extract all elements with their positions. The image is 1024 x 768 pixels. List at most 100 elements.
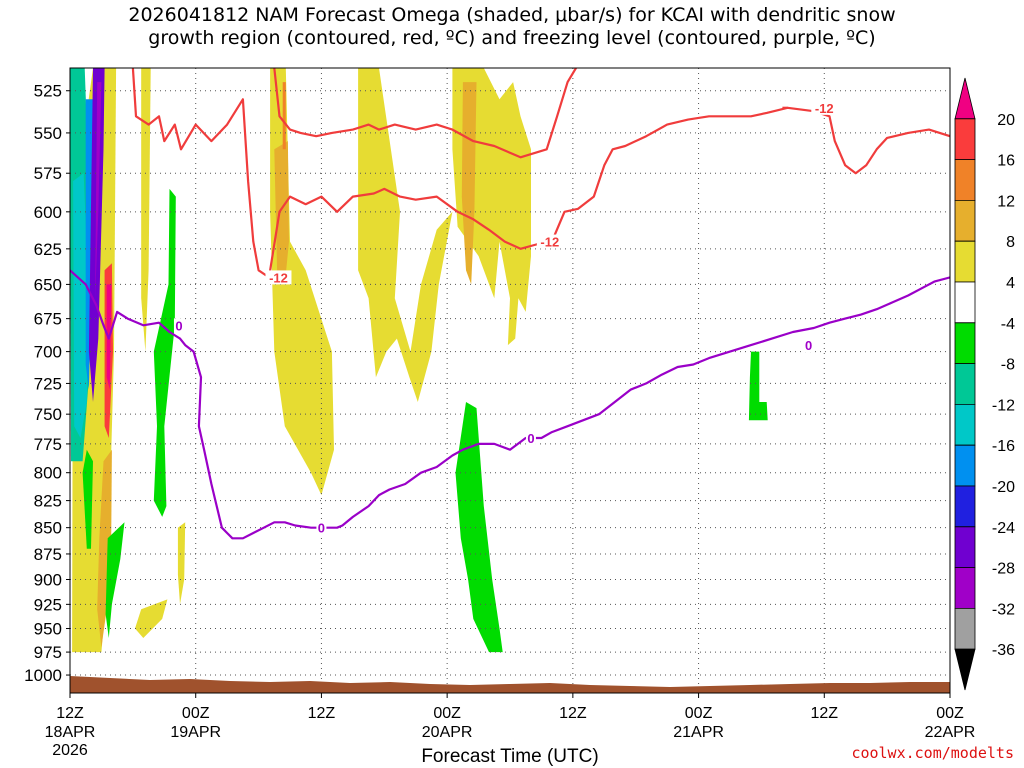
contour-label: -12 xyxy=(540,235,559,250)
x-tick-label: 12Z xyxy=(308,705,336,722)
x-tick-year: 2026 xyxy=(52,742,88,759)
x-tick-label: 12Z xyxy=(559,705,587,722)
y-tick-label: 725 xyxy=(34,374,62,393)
y-tick-label: 925 xyxy=(34,595,62,614)
colorbar-swatch xyxy=(954,403,976,446)
y-tick-label: 600 xyxy=(34,203,62,222)
omega-region-5 xyxy=(73,173,89,438)
dgz-contour-1 xyxy=(273,68,577,159)
x-tick-label: 00Z xyxy=(685,705,713,722)
colorbar-swatch xyxy=(954,648,976,691)
x-tick-date: 22APR xyxy=(925,724,976,741)
omega-region-13 xyxy=(153,188,176,517)
contour-label: -12 xyxy=(815,101,834,116)
y-tick-label: 650 xyxy=(34,275,62,294)
colorbar-label: -24 xyxy=(992,520,1015,537)
omega-region-11 xyxy=(141,68,151,352)
freezing-level-contour xyxy=(70,269,950,540)
colorbar-swatch xyxy=(954,526,976,568)
y-tick-label: 975 xyxy=(34,643,62,662)
omega-shading xyxy=(70,68,768,653)
omega-region-12 xyxy=(135,599,168,638)
colorbar-swatch xyxy=(954,485,976,528)
omega-region-8 xyxy=(95,82,102,299)
omega-region-18 xyxy=(358,68,453,402)
colorbar-label: 8 xyxy=(1006,234,1015,251)
colorbar-label: -12 xyxy=(992,397,1015,414)
terrain-surface xyxy=(70,676,950,693)
y-tick-label: 575 xyxy=(34,164,62,183)
contour-label-bg xyxy=(803,338,814,353)
colorbar-label: -4 xyxy=(1001,316,1015,333)
chart-title-line-1: 2026041812 NAM Forecast Omega (shaded, μ… xyxy=(128,4,896,26)
y-tick-label: 550 xyxy=(34,124,62,143)
colorbar: 20 16 12 8 4 -4 -8 -12 -16 -20 -24 -28 -32 -36 xyxy=(954,77,1015,691)
contour-label-bg xyxy=(536,234,563,249)
colorbar-swatch xyxy=(954,118,976,161)
contour-label-bg xyxy=(811,100,838,115)
x-tick-date: 21APR xyxy=(673,724,724,741)
colorbar-swatch xyxy=(954,240,976,283)
colorbar-swatch xyxy=(954,363,976,405)
credit-text: coolwx.com/modelts xyxy=(851,744,1014,762)
contour-label-bg xyxy=(316,520,327,535)
colorbar-label: -36 xyxy=(992,642,1015,659)
omega-region-10 xyxy=(105,522,125,638)
x-tick-label: 12Z xyxy=(810,705,838,722)
contour-labels: -12 -12 -12 0 0 0 0 xyxy=(173,100,838,536)
colorbar-label: 20 xyxy=(997,112,1015,129)
colorbar-label: -16 xyxy=(992,438,1015,455)
y-tick-label: 625 xyxy=(34,240,62,259)
colorbar-swatch xyxy=(954,567,976,609)
colorbar-label: -28 xyxy=(992,561,1015,578)
x-tick-label: 00Z xyxy=(433,705,461,722)
contour-label: 0 xyxy=(175,318,182,333)
omega-region-9 xyxy=(82,449,93,549)
chart-title: 2026041812 NAM Forecast Omega (shaded, μ… xyxy=(0,4,1024,50)
x-tick-label: 00Z xyxy=(936,705,964,722)
colorbar-swatch xyxy=(954,322,976,365)
y-tick-label: 800 xyxy=(34,464,62,483)
x-tick-date: 18APR xyxy=(45,724,96,741)
plot-frame xyxy=(69,67,951,694)
y-tick-label: 700 xyxy=(34,343,62,362)
x-tick-label: 00Z xyxy=(182,705,210,722)
y-axis-ticks: 525 550 575 600 625 650 675 700 725 750 775 800 825 8… xyxy=(24,82,70,685)
omega-region-17 xyxy=(282,82,286,150)
colorbar-label: 4 xyxy=(1006,275,1015,292)
y-tick-label: 825 xyxy=(34,492,62,511)
contour-label-bg xyxy=(173,318,184,333)
colorbar-label: 16 xyxy=(997,153,1015,170)
colorbar-swatch xyxy=(954,199,976,242)
colorbar-swatch xyxy=(954,159,976,201)
x-tick-date: 20APR xyxy=(422,724,473,741)
y-tick-label: 675 xyxy=(34,310,62,329)
contour-label-bg xyxy=(265,270,292,285)
omega-region-22 xyxy=(748,351,768,421)
x-tick-label: 12Z xyxy=(56,705,84,722)
colorbar-label: 12 xyxy=(997,193,1015,210)
y-tick-label: 850 xyxy=(34,519,62,538)
colorbar-label: -8 xyxy=(1001,357,1015,374)
y-tick-label: 900 xyxy=(34,571,62,590)
contour-label-bg xyxy=(525,431,536,446)
colorbar-label: -20 xyxy=(992,479,1015,496)
chart-title-line-2: growth region (contoured, red, ºC) and f… xyxy=(148,27,876,49)
terrain-fill xyxy=(70,676,950,693)
y-tick-label: 750 xyxy=(34,405,62,424)
colorbar-swatch xyxy=(954,608,976,650)
y-tick-label: 775 xyxy=(34,435,62,454)
colorbar-label: -32 xyxy=(992,601,1015,618)
contour-label: 0 xyxy=(527,431,534,446)
omega-region-21 xyxy=(455,402,503,653)
grid-lines xyxy=(70,68,950,693)
y-tick-label: 875 xyxy=(34,545,62,564)
y-tick-label: 950 xyxy=(34,620,62,639)
omega-region-14 xyxy=(177,522,186,605)
colorbar-swatch xyxy=(954,444,976,487)
x-tick-date: 19APR xyxy=(170,724,221,741)
plot-axes xyxy=(69,67,951,694)
contour-label: 0 xyxy=(318,521,325,536)
